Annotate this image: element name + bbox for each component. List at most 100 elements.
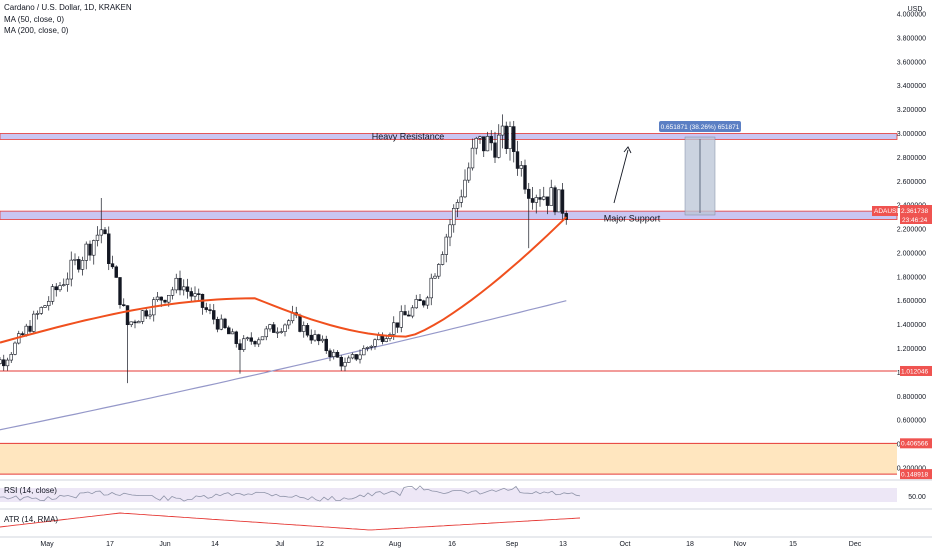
candle[interactable]	[455, 199, 460, 218]
candle[interactable]	[429, 273, 433, 306]
candle[interactable]	[309, 329, 313, 344]
candle[interactable]	[54, 283, 58, 297]
candle[interactable]	[463, 169, 467, 199]
candle[interactable]	[317, 333, 321, 346]
candle[interactable]	[287, 319, 291, 330]
candle[interactable]	[482, 136, 486, 158]
candle[interactable]	[204, 302, 208, 313]
candle[interactable]	[155, 292, 160, 302]
candle[interactable]	[193, 286, 197, 301]
candle[interactable]	[110, 255, 115, 269]
candle[interactable]	[35, 310, 40, 320]
candle[interactable]	[118, 277, 122, 309]
candle[interactable]	[200, 293, 205, 315]
candle[interactable]	[335, 350, 340, 358]
candle[interactable]	[230, 328, 235, 335]
candle[interactable]	[197, 288, 201, 301]
candle[interactable]	[320, 335, 325, 343]
candle[interactable]	[144, 307, 148, 320]
candle[interactable]	[410, 305, 415, 319]
candle[interactable]	[542, 186, 546, 201]
candle[interactable]	[478, 135, 482, 144]
candle[interactable]	[212, 304, 216, 325]
candle[interactable]	[88, 240, 92, 261]
candle[interactable]	[253, 340, 257, 347]
candle[interactable]	[515, 140, 520, 176]
rsi-line[interactable]	[0, 485, 581, 502]
candle[interactable]	[373, 338, 377, 350]
candle[interactable]	[264, 325, 268, 341]
candle[interactable]	[114, 265, 118, 278]
candle[interactable]	[377, 332, 381, 341]
candle[interactable]	[283, 323, 287, 337]
candle[interactable]	[140, 310, 145, 325]
ma200-legend[interactable]: MA (200, close, 0)	[4, 26, 69, 35]
candle[interactable]	[294, 306, 298, 319]
candle[interactable]	[103, 227, 107, 235]
candle[interactable]	[28, 320, 32, 333]
candle[interactable]	[467, 162, 471, 183]
candle[interactable]	[414, 294, 418, 309]
candle[interactable]	[2, 354, 6, 371]
candle[interactable]	[290, 305, 295, 324]
candle[interactable]	[504, 121, 508, 155]
candle[interactable]	[549, 179, 553, 206]
candle[interactable]	[433, 273, 437, 279]
rsi-legend[interactable]: RSI (14, close)	[4, 486, 57, 495]
candle[interactable]	[440, 251, 445, 266]
candle[interactable]	[80, 256, 85, 276]
candle[interactable]	[99, 197, 103, 244]
candle[interactable]	[268, 323, 272, 332]
candle[interactable]	[257, 337, 261, 348]
candle[interactable]	[418, 293, 422, 302]
candle[interactable]	[227, 325, 231, 335]
candle[interactable]	[452, 204, 456, 233]
candle[interactable]	[302, 321, 306, 338]
candle[interactable]	[474, 136, 478, 155]
candle[interactable]	[69, 251, 73, 287]
candle[interactable]	[50, 284, 55, 305]
candle[interactable]	[92, 239, 96, 265]
candle[interactable]	[500, 114, 505, 149]
candle[interactable]	[174, 273, 178, 294]
candle[interactable]	[272, 322, 276, 333]
candle[interactable]	[223, 317, 227, 330]
candle[interactable]	[185, 278, 190, 299]
projection-arrow[interactable]	[613, 149, 629, 204]
candle[interactable]	[122, 298, 126, 307]
candle[interactable]	[324, 335, 328, 354]
candle[interactable]	[39, 306, 43, 315]
candle[interactable]	[557, 189, 561, 213]
candle[interactable]	[13, 341, 17, 356]
candle[interactable]	[350, 352, 355, 360]
candle[interactable]	[343, 357, 347, 372]
candle[interactable]	[62, 278, 66, 287]
candle[interactable]	[530, 186, 535, 210]
candle[interactable]	[219, 314, 223, 331]
candle[interactable]	[242, 335, 246, 352]
candle[interactable]	[95, 226, 100, 247]
candle[interactable]	[519, 160, 523, 177]
candle[interactable]	[305, 323, 310, 338]
candle[interactable]	[245, 336, 250, 341]
candle[interactable]	[395, 322, 400, 333]
candle[interactable]	[470, 138, 475, 171]
candle[interactable]	[508, 121, 512, 161]
candle[interactable]	[437, 263, 441, 280]
candle[interactable]	[358, 349, 362, 364]
candle[interactable]	[365, 346, 370, 352]
candle[interactable]	[560, 182, 565, 221]
candle[interactable]	[497, 124, 501, 159]
candle[interactable]	[163, 299, 167, 304]
candle[interactable]	[328, 348, 332, 362]
candle[interactable]	[178, 270, 182, 296]
candle[interactable]	[538, 188, 542, 207]
candle[interactable]	[65, 272, 70, 292]
candle[interactable]	[43, 305, 47, 308]
ma50-legend[interactable]: MA (50, close, 0)	[4, 15, 65, 24]
candle[interactable]	[448, 219, 452, 247]
candle[interactable]	[489, 130, 493, 151]
ma200-line[interactable]	[0, 300, 567, 431]
atr-legend[interactable]: ATR (14, RMA)	[4, 515, 59, 524]
